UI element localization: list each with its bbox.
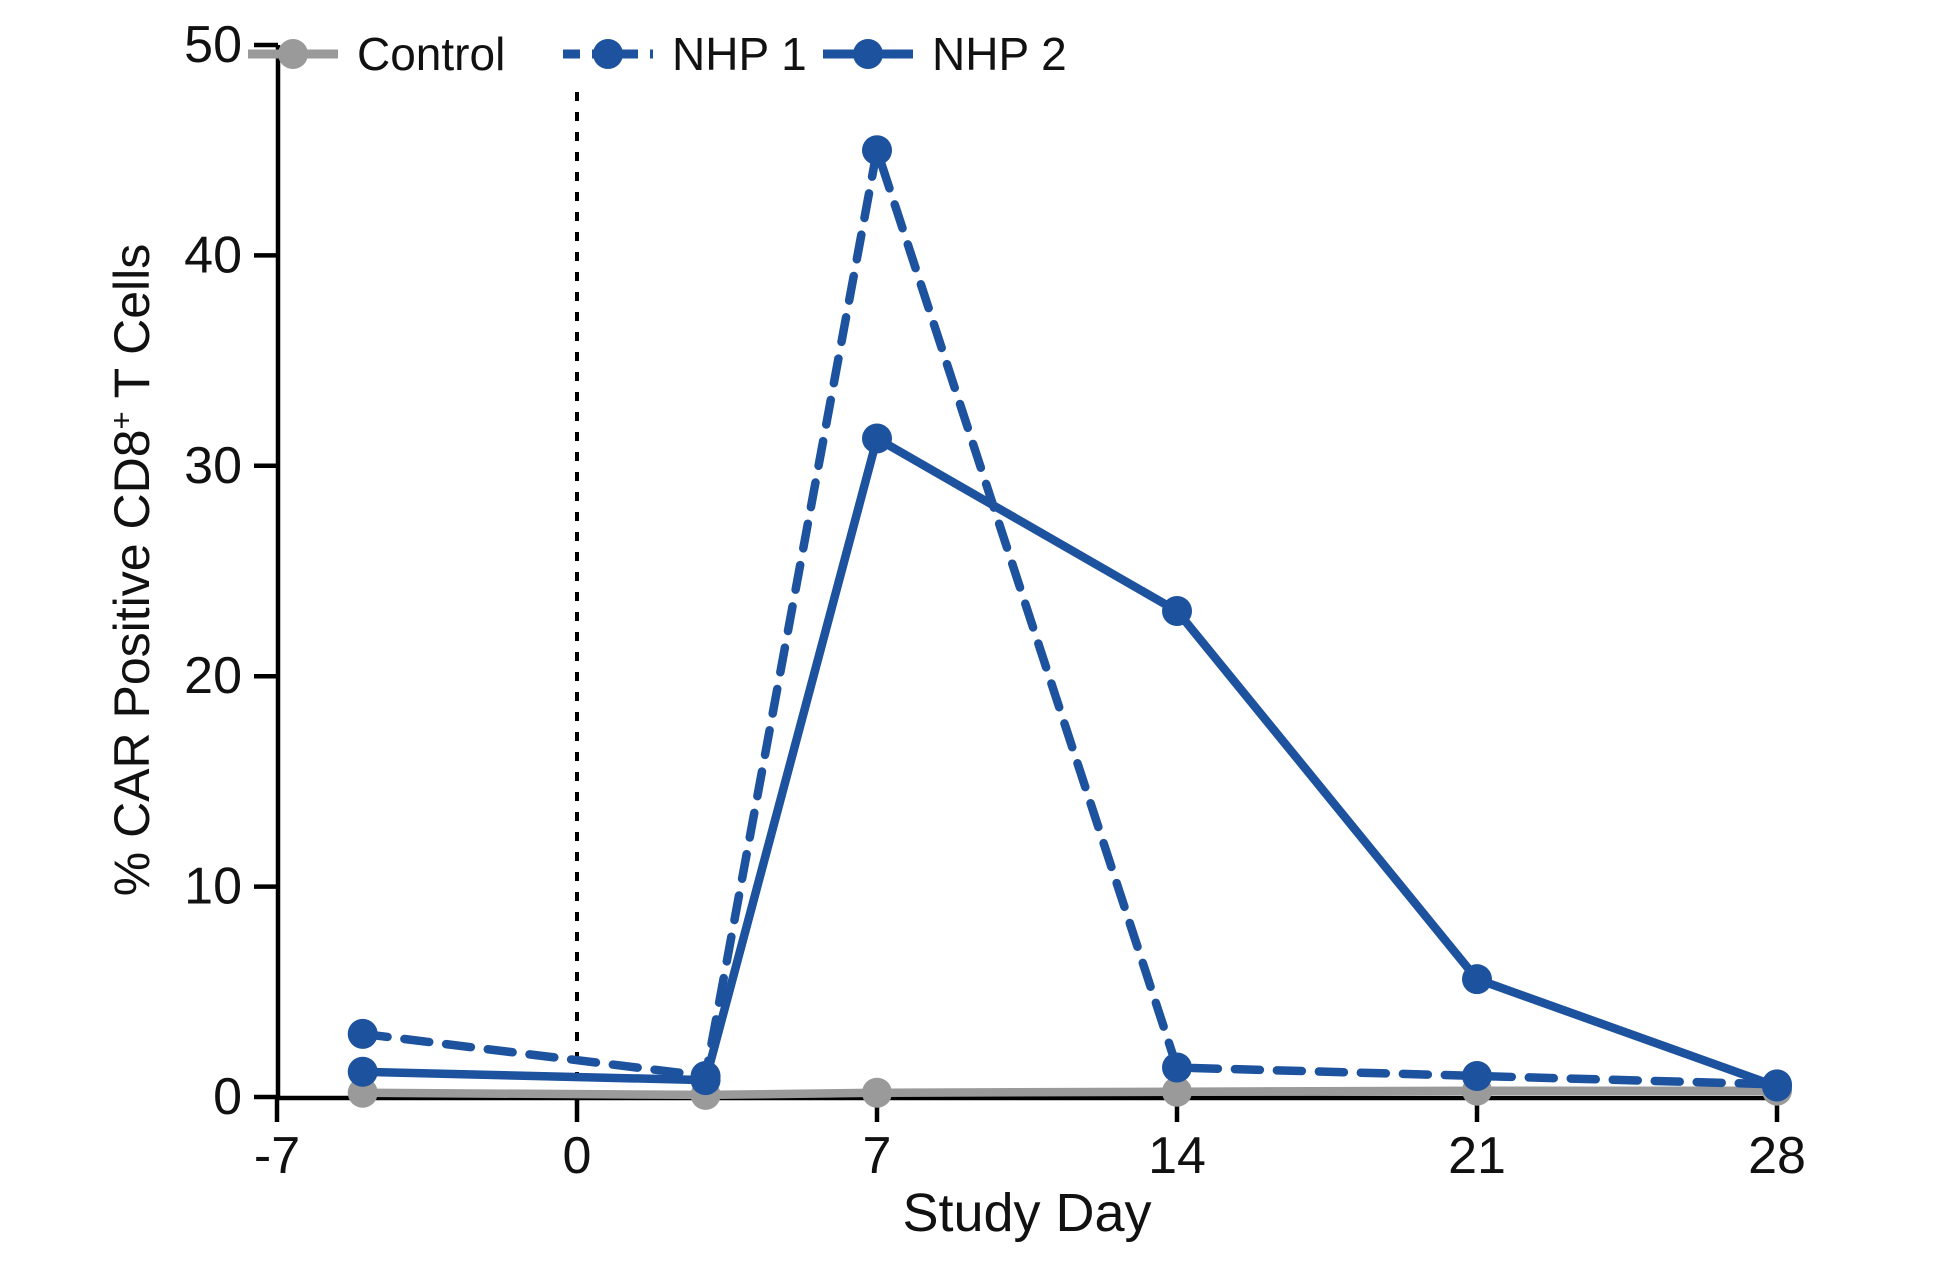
y-axis-title-text-tail: T Cells	[104, 243, 160, 412]
y-tick-label: 50	[184, 16, 242, 74]
data-point-nhp-2	[347, 1056, 378, 1087]
x-tick-label: -7	[254, 1127, 300, 1185]
y-axis-title-superscript: +	[103, 411, 139, 430]
x-tick-label: 7	[863, 1127, 892, 1185]
y-axis-title-text: % CAR Positive CD8	[104, 429, 160, 897]
data-point-control	[1162, 1076, 1192, 1107]
series-line-nhp-2	[358, 434, 1782, 1091]
series-line-control	[358, 1086, 1782, 1100]
x-axis-title: Study Day	[902, 1183, 1152, 1243]
x-tick-label: 0	[563, 1127, 592, 1185]
x-tick-label: 14	[1148, 1127, 1206, 1185]
nhp-1-swatch-icon	[560, 24, 656, 84]
data-point-control	[862, 1077, 892, 1108]
x-tick-label: 28	[1748, 1127, 1806, 1185]
legend-item-nhp-2: NHP 2	[820, 24, 1067, 84]
series-line-nhp-1	[358, 145, 1782, 1089]
data-point-nhp-2	[862, 423, 892, 454]
legend-label-nhp-2: NHP 2	[932, 28, 1067, 80]
data-point-control	[347, 1077, 378, 1108]
control-swatch-icon	[245, 24, 341, 84]
legend-item-control: Control	[245, 24, 505, 84]
y-tick-label: 20	[184, 647, 242, 705]
legend-label-nhp-1: NHP 1	[672, 28, 807, 80]
legend-item-nhp-1: NHP 1	[560, 24, 807, 84]
y-axis-title: % CAR Positive CD8+ T Cells	[103, 244, 161, 897]
y-tick-label: 40	[184, 226, 242, 284]
data-point-nhp-1	[690, 1060, 721, 1091]
y-tick-label: 30	[184, 437, 242, 495]
data-point-nhp-1	[1162, 1052, 1192, 1083]
data-point-nhp-1	[1462, 1060, 1492, 1091]
data-point-nhp-2	[1162, 595, 1192, 626]
y-tick-label: 10	[184, 858, 242, 916]
y-tick-label: 0	[213, 1068, 242, 1126]
data-point-nhp-1	[1762, 1069, 1792, 1100]
x-tick-label: 21	[1448, 1127, 1506, 1185]
legend-label-control: Control	[357, 28, 506, 80]
data-point-nhp-1	[862, 135, 892, 166]
nhp-2-swatch-icon	[820, 24, 916, 84]
data-point-nhp-2	[1462, 964, 1492, 995]
data-point-nhp-1	[347, 1018, 378, 1049]
